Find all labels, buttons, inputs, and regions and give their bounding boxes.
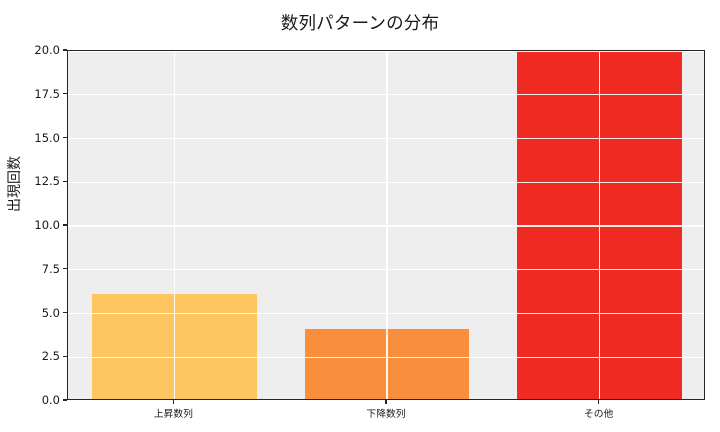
y-tick-mark bbox=[63, 49, 67, 51]
gridline-overlay bbox=[68, 51, 704, 52]
x-tick-mark bbox=[385, 400, 387, 404]
y-tick-mark bbox=[63, 399, 67, 401]
y-tick-label: 5.0 bbox=[41, 305, 60, 320]
gridline-overlay bbox=[68, 312, 704, 315]
y-tick-mark bbox=[63, 180, 67, 182]
gridline-overlay bbox=[68, 181, 704, 183]
y-tick-mark bbox=[63, 268, 67, 270]
chart-title: 数列パターンの分布 bbox=[280, 14, 440, 34]
y-tick-mark bbox=[63, 93, 67, 95]
gridline-overlay bbox=[68, 137, 704, 140]
y-tick-label: 7.5 bbox=[41, 261, 60, 276]
y-tick-label: 2.5 bbox=[41, 349, 60, 364]
x-tick-label: その他 bbox=[583, 409, 614, 420]
gridline-vertical-overlay bbox=[599, 51, 601, 399]
x-tick-label: 下降数列 bbox=[366, 409, 406, 420]
y-tick-mark bbox=[63, 311, 67, 314]
y-tick-mark bbox=[63, 224, 67, 226]
y-tick-mark bbox=[63, 355, 67, 357]
gridline-overlay bbox=[68, 225, 704, 227]
y-tick-mark bbox=[63, 136, 67, 139]
y-tick-label: 15.0 bbox=[34, 130, 60, 145]
gridline-overlay bbox=[68, 269, 704, 271]
gridline-vertical-overlay bbox=[173, 51, 175, 399]
y-tick-label: 12.5 bbox=[34, 174, 60, 189]
x-tick-mark bbox=[172, 400, 174, 404]
y-tick-label: 10.0 bbox=[34, 218, 60, 232]
x-tick-label: 上昇数列 bbox=[153, 409, 193, 420]
y-tick-label: 17.5 bbox=[34, 86, 60, 101]
y-tick-label: 20.0 bbox=[34, 43, 60, 57]
gridline-overlay bbox=[68, 356, 704, 358]
x-tick-mark bbox=[598, 400, 600, 404]
plot-area bbox=[67, 50, 705, 400]
gridline-vertical-overlay bbox=[386, 51, 388, 399]
y-tick-label: 0.0 bbox=[41, 393, 60, 407]
gridline-overlay bbox=[68, 94, 704, 96]
